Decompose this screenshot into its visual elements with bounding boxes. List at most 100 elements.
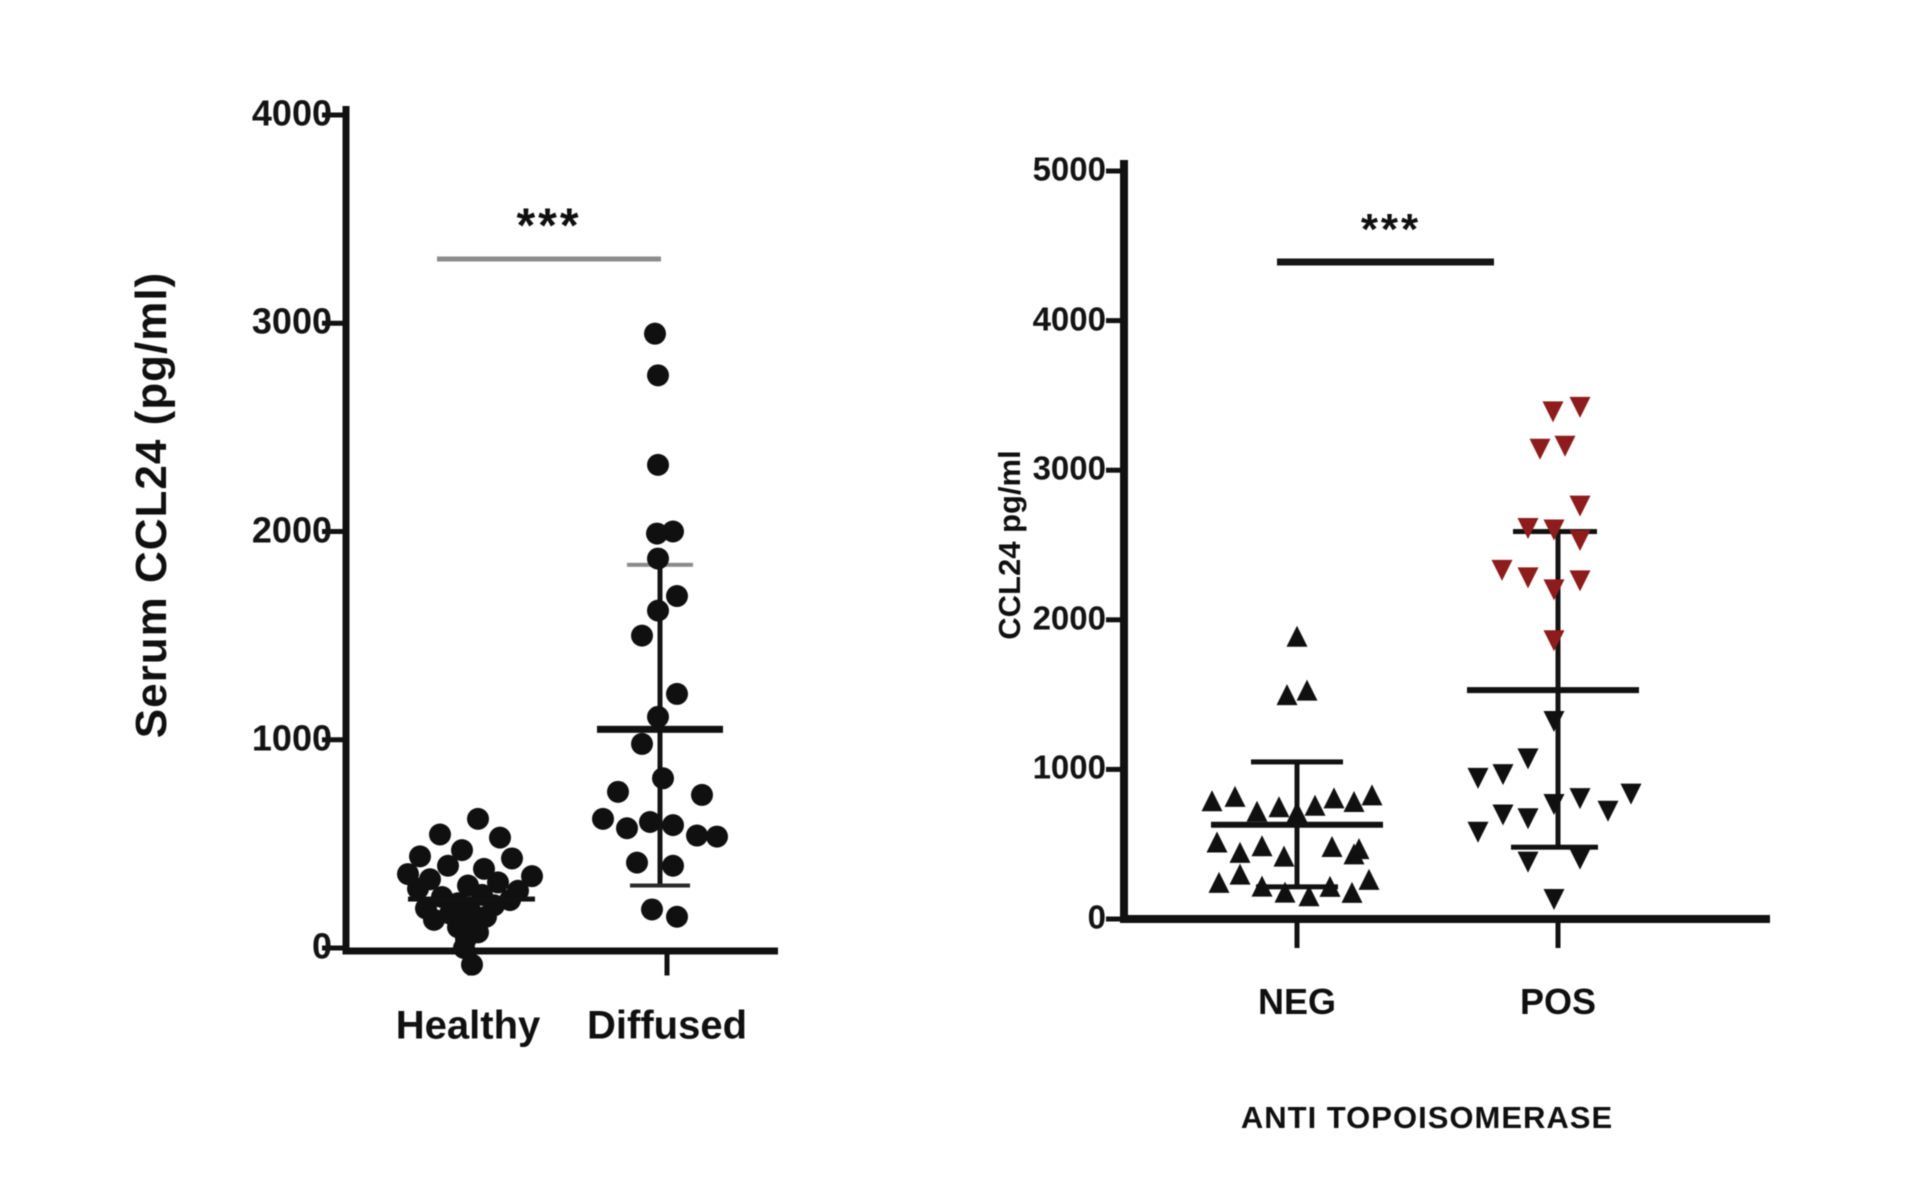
data-point bbox=[631, 624, 653, 647]
data-point bbox=[1224, 785, 1246, 807]
mean-bar bbox=[1211, 821, 1383, 828]
data-point bbox=[1543, 794, 1565, 816]
data-point bbox=[607, 780, 629, 803]
data-point bbox=[1492, 804, 1514, 826]
y-tick-label: 4000 bbox=[1032, 300, 1106, 338]
right-significance-stars: *** bbox=[1360, 205, 1422, 254]
category-tick bbox=[1555, 922, 1561, 948]
data-point bbox=[662, 814, 684, 837]
data-point bbox=[639, 811, 661, 834]
data-point bbox=[1208, 871, 1230, 893]
y-tick-label: 2000 bbox=[1032, 599, 1106, 637]
data-point bbox=[1361, 784, 1383, 806]
y-tick bbox=[322, 112, 346, 118]
data-point bbox=[437, 854, 459, 877]
y-tick-label: 0 bbox=[311, 925, 332, 967]
data-point bbox=[1569, 495, 1591, 517]
error-bar-cap-bottom bbox=[1511, 844, 1598, 850]
left-significance-stars: *** bbox=[516, 199, 582, 253]
data-point bbox=[647, 364, 669, 387]
data-point bbox=[1569, 848, 1591, 870]
data-point bbox=[1517, 748, 1539, 770]
left-category-label-diffused: Diffused bbox=[587, 1003, 747, 1048]
data-point bbox=[1542, 401, 1564, 423]
data-point bbox=[429, 823, 451, 846]
data-point bbox=[641, 898, 663, 921]
category-tick bbox=[1294, 922, 1300, 948]
data-point bbox=[691, 783, 713, 806]
data-point bbox=[1529, 438, 1551, 460]
data-point bbox=[1341, 881, 1363, 903]
data-point bbox=[666, 585, 688, 608]
data-point bbox=[1321, 835, 1343, 857]
data-point bbox=[1543, 579, 1565, 601]
y-tick-label: 2000 bbox=[251, 508, 332, 550]
y-tick bbox=[322, 945, 346, 951]
data-point bbox=[407, 877, 429, 900]
data-point bbox=[1323, 787, 1345, 809]
data-point bbox=[409, 845, 431, 868]
y-tick-label: 1000 bbox=[251, 717, 332, 759]
data-point bbox=[1251, 835, 1273, 857]
y-tick-label: 1000 bbox=[1032, 748, 1106, 786]
data-point bbox=[647, 453, 669, 476]
data-point bbox=[631, 732, 653, 755]
data-point bbox=[1467, 767, 1489, 789]
data-point bbox=[1206, 831, 1228, 853]
significance-bar bbox=[437, 256, 661, 262]
y-tick-label: 3000 bbox=[1032, 449, 1106, 487]
data-point bbox=[451, 839, 473, 862]
data-point bbox=[647, 705, 669, 728]
data-point bbox=[1343, 843, 1365, 865]
y-tick bbox=[1106, 318, 1124, 324]
data-point bbox=[489, 826, 511, 849]
y-tick-label: 4000 bbox=[251, 92, 332, 134]
data-point bbox=[647, 599, 669, 622]
data-point bbox=[473, 857, 495, 880]
data-point bbox=[1273, 845, 1295, 867]
data-point bbox=[461, 953, 483, 976]
data-point bbox=[1467, 821, 1489, 843]
data-point bbox=[592, 807, 614, 830]
left-category-label-healthy: Healthy bbox=[395, 1003, 541, 1048]
error-bar-cap-bottom bbox=[1256, 884, 1338, 890]
data-point bbox=[1543, 711, 1565, 733]
data-point bbox=[1492, 764, 1514, 786]
data-point bbox=[1229, 841, 1251, 863]
data-point bbox=[1597, 800, 1619, 822]
y-tick-label: 5000 bbox=[1032, 150, 1106, 188]
data-point bbox=[1491, 559, 1513, 581]
data-point bbox=[1286, 801, 1308, 823]
data-point bbox=[1358, 868, 1380, 890]
data-point bbox=[1569, 570, 1591, 592]
data-point bbox=[453, 937, 475, 959]
data-point bbox=[487, 871, 509, 894]
data-point bbox=[616, 817, 638, 840]
x-axis bbox=[343, 947, 778, 955]
data-point bbox=[1201, 790, 1223, 812]
data-point bbox=[1319, 875, 1341, 897]
error-bar-cap-bottom bbox=[630, 883, 690, 888]
data-point bbox=[467, 807, 489, 830]
data-point bbox=[1554, 435, 1576, 457]
data-point bbox=[1229, 863, 1251, 885]
data-point bbox=[1620, 783, 1642, 805]
right-category-label-pos: POS bbox=[1519, 981, 1597, 1022]
mean-bar bbox=[408, 896, 535, 902]
data-point bbox=[1286, 625, 1308, 647]
y-tick bbox=[322, 320, 346, 326]
error-bar-cap-top bbox=[1251, 759, 1343, 765]
data-point bbox=[423, 908, 445, 931]
data-point bbox=[686, 824, 708, 847]
y-tick-label: 3000 bbox=[251, 300, 332, 342]
data-point bbox=[1246, 800, 1268, 822]
data-point bbox=[1517, 851, 1539, 873]
mean-bar bbox=[1467, 687, 1639, 694]
data-point bbox=[1569, 396, 1591, 418]
data-point bbox=[666, 682, 688, 705]
data-point bbox=[1569, 788, 1591, 810]
data-point bbox=[1569, 530, 1591, 552]
data-point bbox=[652, 767, 674, 790]
